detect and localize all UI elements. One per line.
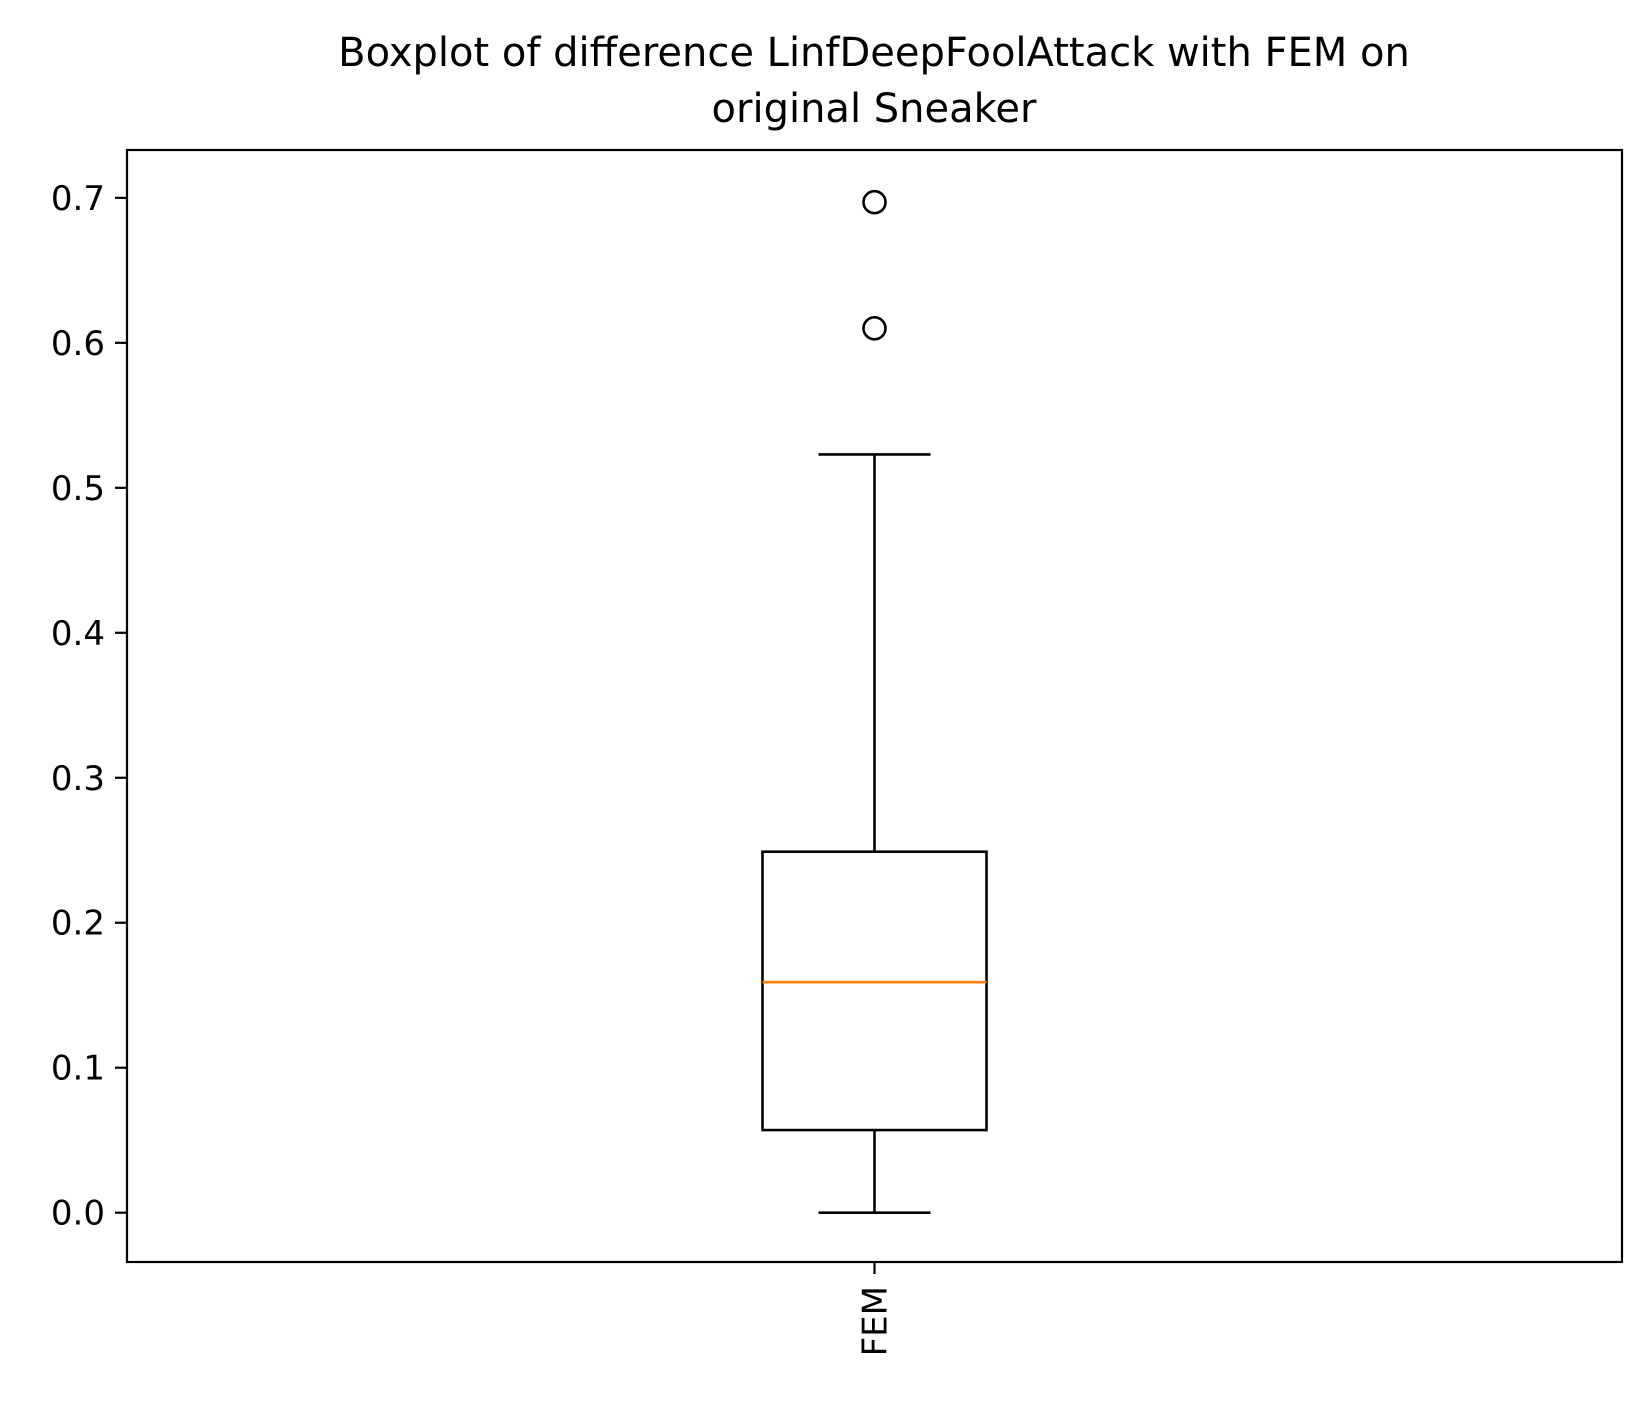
x-axis: FEM [856, 1262, 896, 1356]
y-axis: 0.0 0.1 0.2 0.3 0.4 0.5 0.6 0.7 [51, 179, 127, 1234]
x-tick-label: FEM [856, 1286, 896, 1356]
y-tick-label: 0.2 [51, 904, 105, 944]
chart-title-line-1: Boxplot of difference LinfDeepFoolAttack… [338, 30, 1410, 76]
y-tick-label: 0.6 [51, 324, 105, 364]
chart-title-line-2: original Sneaker [712, 86, 1037, 132]
y-tick-label: 0.3 [51, 759, 105, 799]
y-tick-label: 0.5 [51, 469, 105, 509]
box-group [761, 189, 988, 1215]
y-tick-label: 0.0 [51, 1194, 105, 1234]
y-tick-label: 0.7 [51, 179, 105, 219]
y-tick-label: 0.1 [51, 1049, 105, 1089]
outlier-point [862, 316, 887, 341]
chart-title: Boxplot of difference LinfDeepFoolAttack… [338, 30, 1410, 132]
plot-area [761, 189, 988, 1215]
outlier-point [862, 189, 887, 215]
y-tick-label: 0.4 [51, 614, 105, 654]
iqr-box [761, 850, 988, 1132]
